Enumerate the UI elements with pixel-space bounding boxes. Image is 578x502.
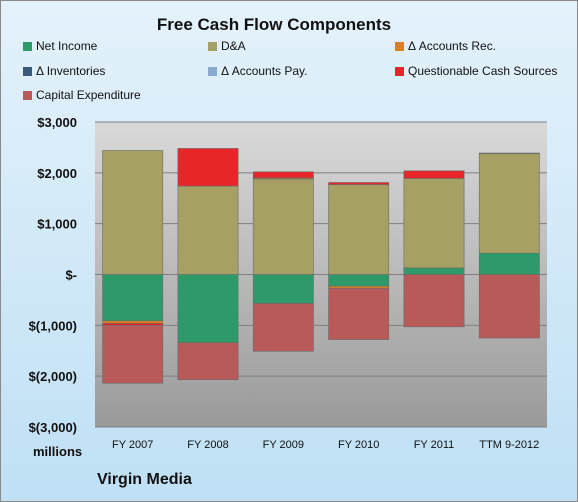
bar-segment — [478, 274, 540, 339]
bar-segment — [102, 320, 164, 324]
y-tick-label: $3,000 — [37, 115, 77, 130]
x-tick-label: FY 2010 — [338, 439, 379, 451]
bar-segment — [252, 274, 314, 304]
units-label: millions — [33, 444, 83, 459]
bar-segment — [328, 285, 390, 289]
x-tick-label: FY 2009 — [263, 439, 304, 451]
bar-segment — [403, 274, 465, 328]
legend-swatch-accounts-pay — [208, 66, 217, 76]
legend-label-inventories: Δ Inventories — [36, 64, 106, 78]
bar-segment — [177, 342, 239, 381]
bar-segment — [252, 178, 314, 275]
y-tick-label: $2,000 — [37, 166, 77, 181]
bar-segment — [102, 325, 164, 384]
bar-segment — [177, 274, 239, 343]
bar-segment — [102, 322, 164, 326]
bar-segment — [102, 150, 164, 275]
legend-item-accounts-pay: Δ Accounts Pay. — [208, 64, 308, 78]
legend-item-net-income: Net Income — [23, 39, 97, 53]
bar-segment — [328, 274, 390, 287]
legend-label-da: D&A — [221, 39, 246, 53]
legend-label-questionable-cash: Questionable Cash Sources — [408, 64, 558, 78]
bar-segment — [478, 252, 540, 275]
legend-swatch-questionable-cash — [395, 66, 404, 76]
y-tick-label: $- — [65, 268, 77, 283]
y-tick-label: $1,000 — [37, 217, 77, 232]
legend-swatch-accounts-rec — [395, 41, 404, 51]
bar-segment — [102, 274, 164, 322]
x-tick-label: FY 2008 — [187, 439, 228, 451]
bar-segment — [328, 184, 390, 275]
y-tick-label: $(2,000) — [29, 369, 77, 384]
bar-segment — [403, 170, 465, 179]
chart-title: Free Cash Flow Components — [156, 15, 392, 34]
legend-swatch-net-income — [23, 41, 32, 51]
x-tick-label: FY 2011 — [414, 439, 455, 451]
legend-label-net-income: Net Income — [36, 39, 98, 53]
legend-item-inventories: Δ Inventories — [23, 64, 105, 78]
bar-segment — [403, 267, 465, 275]
legend-item-questionable-cash: Questionable Cash Sources — [395, 64, 557, 78]
legend-item-da: D&A — [208, 39, 246, 53]
bar-segment — [252, 303, 314, 352]
bar-segment — [252, 171, 314, 179]
bar-segment — [177, 185, 239, 275]
legend-label-accounts-pay: Δ Accounts Pay. — [221, 64, 308, 78]
company-name: Virgin Media — [97, 471, 192, 488]
y-tick-label: $(3,000) — [29, 420, 77, 435]
bar-segment — [177, 148, 239, 187]
legend-label-capex: Capital Expenditure — [36, 88, 141, 102]
bar-segment — [478, 153, 540, 254]
legend-swatch-capex — [23, 90, 32, 100]
legend-swatch-da — [208, 41, 217, 51]
bar-segment — [328, 287, 390, 340]
bar-segment — [328, 182, 390, 185]
x-tick-label: FY 2007 — [112, 439, 153, 451]
legend-swatch-inventories — [23, 66, 32, 76]
legend-item-accounts-rec: Δ Accounts Rec. — [395, 39, 496, 53]
legend-label-accounts-rec: Δ Accounts Rec. — [408, 39, 497, 53]
legend-item-capex: Capital Expenditure — [23, 88, 141, 102]
bar-segment — [478, 152, 540, 154]
y-tick-label: $(1,000) — [29, 318, 77, 333]
bar-segment — [403, 178, 465, 269]
x-tick-label: TTM 9-2012 — [479, 439, 539, 451]
